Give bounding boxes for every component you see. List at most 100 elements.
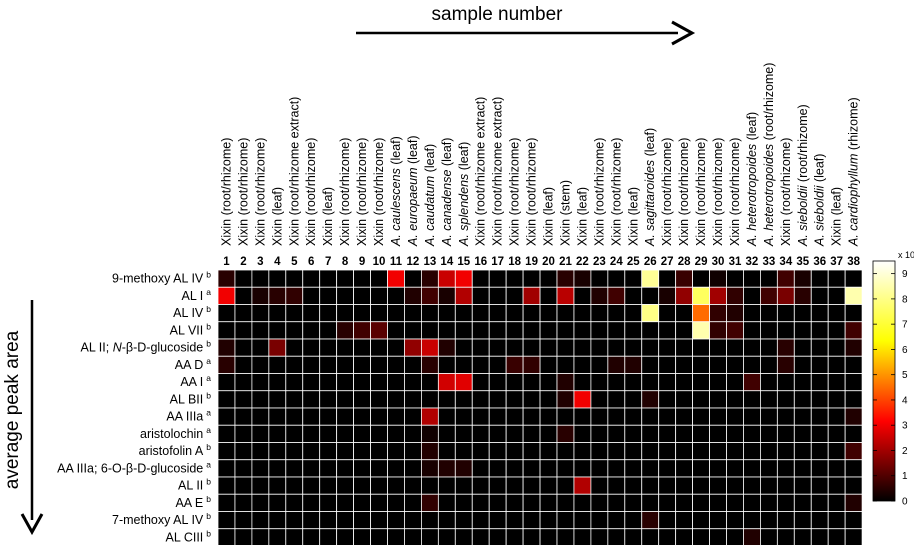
heatmap-cell	[420, 459, 439, 478]
heatmap-cell	[590, 286, 609, 305]
column-species: A. sieboldii	[813, 184, 827, 247]
heatmap-cell	[844, 424, 863, 443]
column-number: 32	[746, 256, 759, 268]
column-label: Xixin (leaf)	[321, 187, 335, 246]
column-label: Xixin (root/rhizome)	[677, 138, 691, 246]
heatmap-cell	[675, 528, 694, 545]
heatmap-cell	[793, 442, 812, 461]
heatmap-cell	[573, 511, 592, 530]
column-species: A. splendens	[457, 174, 471, 247]
heatmap-cell	[793, 338, 812, 357]
heatmap-cell	[709, 424, 727, 443]
column-label: A. cardiophyllum (rhizome)	[847, 97, 861, 247]
heatmap-cell	[726, 338, 744, 357]
column-number: 23	[593, 256, 606, 268]
heatmap-cell	[810, 373, 829, 392]
heatmap-cell	[302, 493, 321, 512]
heatmap-cell	[336, 321, 354, 340]
heatmap-cell	[471, 442, 490, 461]
heatmap-cell	[420, 424, 439, 443]
column-type: Xixin (leaf)	[321, 187, 335, 246]
heatmap-cell	[471, 355, 490, 374]
heatmap-cell	[776, 459, 795, 478]
heatmap-cell	[776, 407, 795, 426]
heatmap-cell	[234, 424, 253, 443]
heatmap-cell	[234, 493, 253, 512]
heatmap-cell	[607, 269, 626, 288]
colorbar-gradient	[872, 260, 896, 502]
heatmap-cell	[573, 355, 592, 374]
column-number: 27	[661, 256, 674, 268]
heatmap-cell	[454, 269, 473, 288]
heatmap-cell	[302, 338, 321, 357]
column-type: Xixin (leaf)	[542, 187, 556, 246]
heatmap-cell	[336, 269, 354, 288]
column-number: 4	[274, 256, 281, 268]
column-label: Xixin (root/rhizome)	[372, 138, 386, 246]
heatmap-cell	[251, 373, 270, 392]
heatmap-cell	[590, 304, 609, 323]
heatmap-cell	[760, 407, 778, 426]
heatmap-cell	[268, 476, 287, 495]
heatmap-cell	[709, 493, 727, 512]
column-number: 38	[847, 256, 860, 268]
heatmap-cell	[268, 528, 287, 545]
heatmap-cell	[590, 442, 609, 461]
heatmap-cell	[844, 355, 863, 374]
heatmap-cell	[709, 476, 727, 495]
heatmap-cell	[641, 407, 660, 426]
heatmap-cell	[658, 511, 677, 530]
heatmap-cell	[353, 476, 371, 495]
heatmap-cell	[590, 338, 609, 357]
column-type: (root/rhizome)	[796, 104, 810, 185]
column-label: Xixin (root/rhizome)	[609, 138, 623, 246]
heatmap-cell	[370, 459, 388, 478]
heatmap-cell	[505, 511, 524, 530]
heatmap-cell	[539, 373, 558, 392]
heatmap-cell	[268, 424, 287, 443]
heatmap-cell	[454, 373, 473, 392]
heatmap-cell	[810, 304, 829, 323]
heatmap-cell	[420, 511, 439, 530]
heatmap-cell	[505, 493, 524, 512]
heatmap-cell	[844, 476, 863, 495]
column-label: A. sagittaroides (leaf)	[643, 128, 657, 247]
y-axis-arrow	[20, 300, 44, 536]
heatmap-cell	[420, 407, 439, 426]
heatmap-cell	[522, 493, 541, 512]
heatmap-cell	[692, 286, 710, 305]
heatmap-cell	[336, 355, 354, 374]
column-number: 30	[712, 256, 725, 268]
heatmap-cell	[675, 321, 694, 340]
column-number: 18	[508, 256, 521, 268]
heatmap-cell	[370, 528, 388, 545]
column-label: Xixin (root/rhizome extract)	[474, 97, 488, 246]
heatmap-cell	[827, 338, 846, 357]
heatmap-cell	[268, 459, 287, 478]
heatmap-cell	[285, 373, 304, 392]
row-label: AL BII b	[170, 390, 212, 406]
heatmap-cell	[522, 407, 541, 426]
heatmap-cell	[607, 511, 626, 530]
heatmap-cell	[505, 459, 524, 478]
colorbar-tick-label: 6	[902, 345, 908, 356]
heatmap-cell	[743, 390, 761, 409]
colorbar-tick-label: 3	[902, 421, 908, 432]
column-number: 33	[762, 256, 775, 268]
heatmap-cell	[573, 407, 592, 426]
colorbar-tick-label: 4	[902, 395, 908, 406]
heatmap-cell	[827, 424, 846, 443]
column-type: Xixin (root/rhizome)	[711, 138, 725, 246]
heatmap-cell	[404, 338, 422, 357]
heatmap-cell	[624, 459, 643, 478]
heatmap-cell	[726, 407, 744, 426]
heatmap-cell	[505, 528, 524, 545]
heatmap-cell	[404, 390, 422, 409]
heatmap-cell	[810, 321, 829, 340]
heatmap-cell	[827, 286, 846, 305]
heatmap-cell	[641, 321, 660, 340]
heatmap-cell	[658, 355, 677, 374]
column-label: Xixin (root/rhizome extract)	[491, 97, 505, 246]
heatmap-cell	[726, 424, 744, 443]
heatmap-cell	[471, 304, 490, 323]
